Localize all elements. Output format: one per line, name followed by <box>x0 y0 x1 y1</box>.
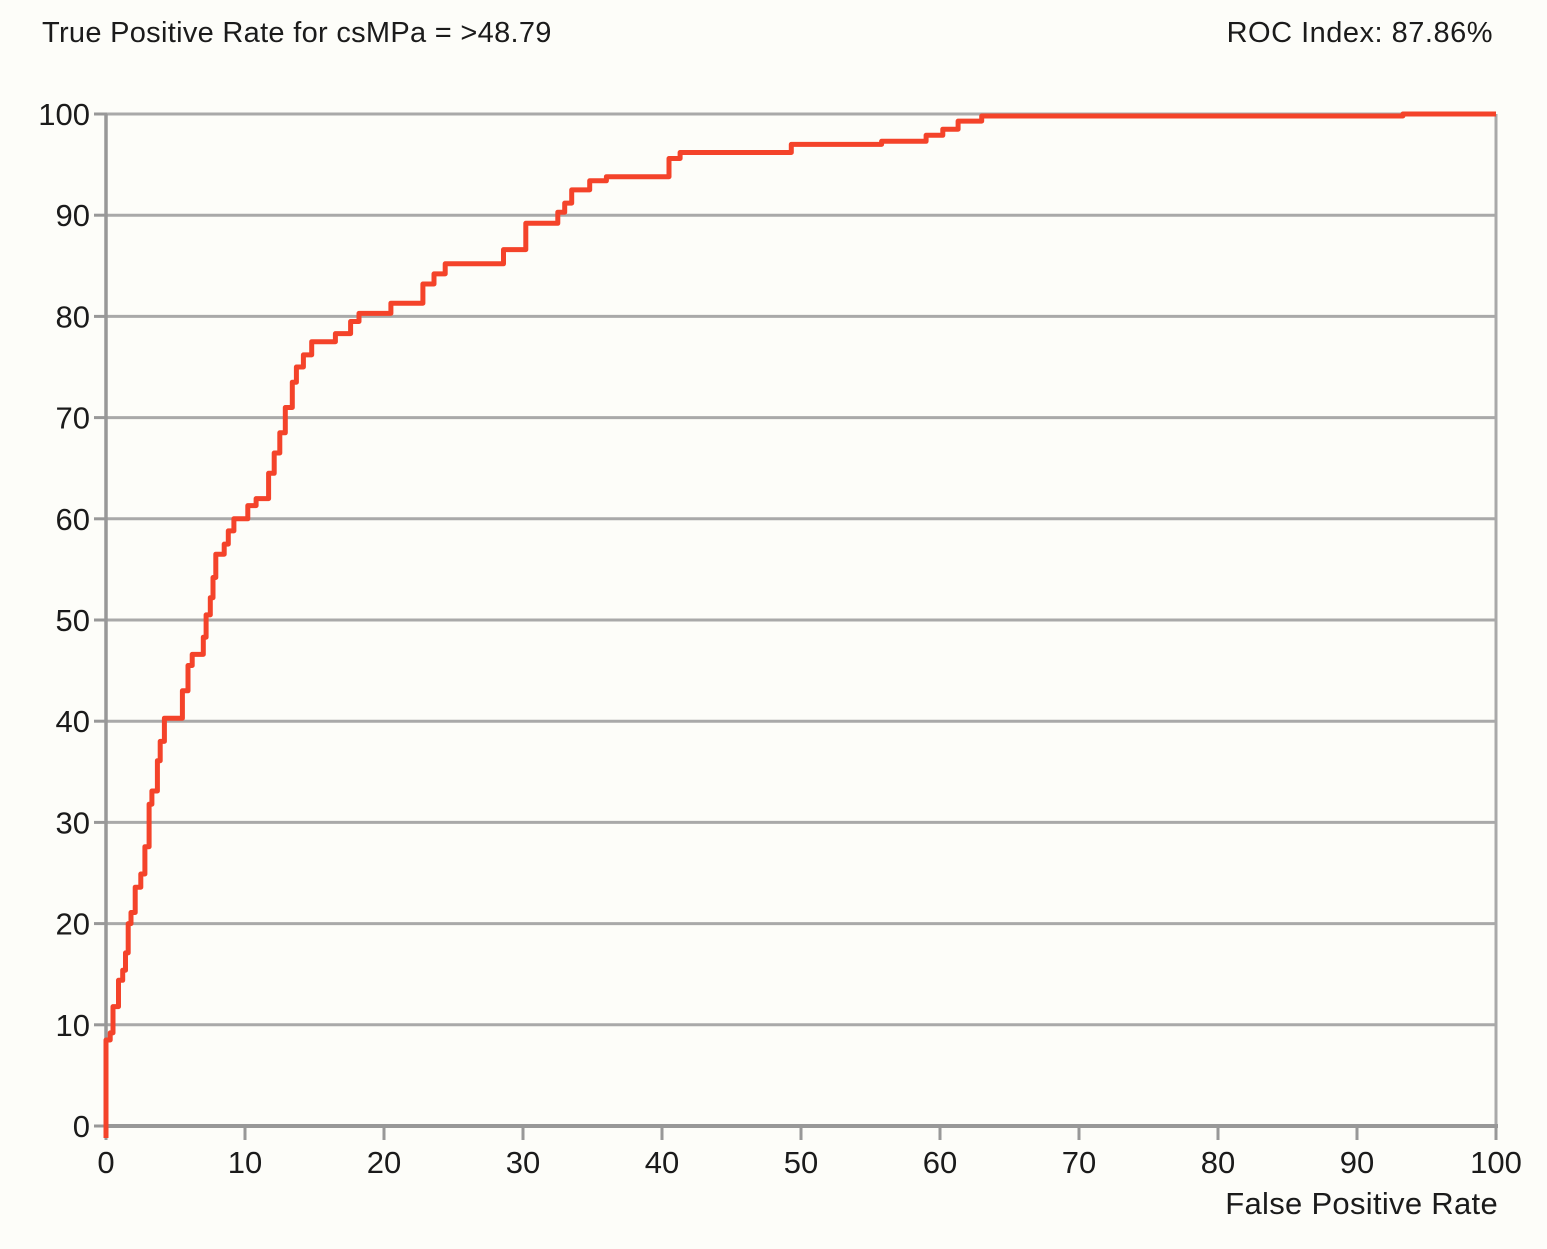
x-tick-label-50: 50 <box>784 1145 818 1180</box>
y-tick-label-20: 20 <box>56 907 90 942</box>
x-tick-label-70: 70 <box>1062 1145 1096 1180</box>
x-tick-label-100: 100 <box>1470 1145 1522 1180</box>
x-tick-label-10: 10 <box>228 1145 262 1180</box>
y-tick-label-30: 30 <box>56 805 90 840</box>
y-tick-label-50: 50 <box>56 603 90 638</box>
chart-title: True Positive Rate for csMPa = >48.79 <box>42 17 552 49</box>
roc-curve-line <box>103 111 1496 1126</box>
y-tick-label-90: 90 <box>56 198 90 233</box>
x-tick-label-30: 30 <box>506 1145 540 1180</box>
x-tick-label-60: 60 <box>923 1145 957 1180</box>
x-tick-label-80: 80 <box>1201 1145 1235 1180</box>
x-tick-label-20: 20 <box>367 1145 401 1180</box>
x-tick-label-90: 90 <box>1340 1145 1374 1180</box>
x-tick-label-0: 0 <box>97 1145 114 1180</box>
y-tick-label-40: 40 <box>56 704 90 739</box>
roc-index-label: ROC Index: 87.86% <box>1226 17 1493 49</box>
x-axis-label: False Positive Rate <box>1225 1186 1498 1221</box>
y-tick-label-80: 80 <box>56 299 90 334</box>
y-tick-label-60: 60 <box>56 502 90 537</box>
y-tick-label-0: 0 <box>73 1109 90 1144</box>
y-tick-label-10: 10 <box>56 1008 90 1043</box>
y-tick-label-70: 70 <box>56 401 90 436</box>
x-tick-label-40: 40 <box>645 1145 679 1180</box>
y-tick-label-100: 100 <box>38 97 90 132</box>
